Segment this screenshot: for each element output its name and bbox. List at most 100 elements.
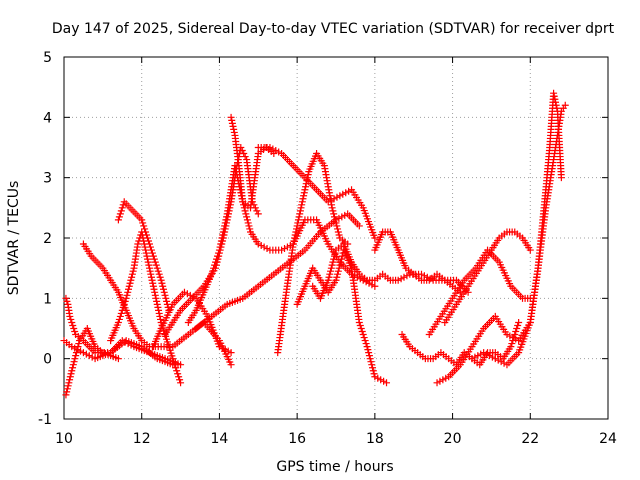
data-point	[356, 321, 364, 329]
data-point	[369, 367, 377, 375]
data-point	[329, 207, 337, 215]
data-point	[464, 288, 472, 296]
data-point	[114, 216, 122, 224]
data-point	[144, 255, 152, 263]
data-point	[552, 101, 560, 109]
data-point	[154, 267, 162, 275]
data-point	[147, 270, 155, 278]
data-point	[115, 213, 123, 221]
data-point	[246, 225, 254, 233]
data-point	[146, 267, 154, 275]
series-arc-k	[254, 144, 379, 242]
data-point	[550, 92, 558, 100]
data-point	[334, 225, 342, 233]
data-point	[141, 243, 149, 251]
data-point	[157, 276, 165, 284]
data-point	[363, 343, 371, 351]
data-point	[142, 249, 150, 257]
data-point	[216, 243, 224, 251]
data-point	[68, 318, 76, 326]
data-point	[355, 222, 363, 230]
series-arc-s	[441, 228, 534, 326]
data-point	[365, 352, 373, 360]
data-point	[329, 258, 337, 266]
data-point	[63, 297, 71, 305]
data-point	[221, 219, 229, 227]
data-point	[228, 116, 236, 124]
y-tick-label: 3	[43, 171, 52, 187]
data-point	[154, 303, 162, 311]
data-point	[297, 204, 305, 212]
data-point	[331, 216, 339, 224]
data-point	[210, 264, 218, 272]
data-point	[355, 318, 363, 326]
data-point	[221, 222, 229, 230]
data-point	[145, 261, 153, 269]
y-axis-label: SDTVAR / TECUs	[6, 181, 22, 296]
data-point	[383, 379, 391, 387]
data-point	[63, 388, 71, 396]
data-point	[227, 113, 235, 121]
series-arc-m	[274, 150, 352, 357]
data-point	[301, 186, 309, 194]
series-arc-n	[293, 246, 391, 387]
data-point	[300, 189, 308, 197]
data-point	[296, 207, 304, 215]
data-point	[360, 334, 368, 342]
y-tick-label: 1	[43, 291, 52, 307]
data-point	[243, 216, 251, 224]
data-point	[151, 288, 159, 296]
series-arc-u	[468, 89, 565, 369]
series-arc-f	[107, 228, 185, 387]
data-point	[335, 264, 343, 272]
data-point	[368, 361, 376, 369]
data-point	[171, 361, 179, 369]
data-point	[173, 367, 181, 375]
data-point	[357, 325, 365, 332]
data-point	[215, 246, 223, 254]
data-point	[63, 385, 71, 393]
data-point	[117, 207, 125, 215]
data-point	[331, 249, 339, 257]
data-point	[140, 240, 148, 248]
data-point	[328, 261, 336, 269]
data-point	[304, 174, 312, 182]
data-point	[334, 267, 342, 275]
data-point	[515, 318, 523, 326]
data-point	[140, 237, 148, 245]
data-point	[217, 237, 225, 245]
data-point	[244, 219, 252, 227]
data-point	[294, 216, 302, 224]
series-arc-c	[62, 294, 177, 369]
data-point	[209, 267, 217, 275]
data-point	[362, 340, 370, 348]
data-point	[153, 300, 161, 308]
data-point	[120, 300, 128, 308]
y-tick-label: 0	[43, 352, 52, 368]
data-point	[240, 204, 248, 212]
data-point	[223, 213, 231, 221]
data-point	[147, 273, 155, 281]
data-point	[299, 195, 307, 203]
data-point	[151, 258, 159, 266]
chart-title: Day 147 of 2025, Sidereal Day-to-day VTE…	[52, 21, 615, 37]
data-point	[212, 258, 220, 266]
data-point	[161, 291, 169, 299]
data-point	[371, 234, 379, 242]
data-point	[149, 282, 157, 290]
data-point	[123, 291, 131, 299]
data-point	[513, 325, 521, 332]
data-point	[514, 321, 522, 329]
data-point	[227, 349, 235, 357]
data-point	[551, 95, 559, 103]
data-point	[66, 376, 74, 384]
data-point	[122, 294, 130, 302]
data-point	[163, 297, 171, 305]
data-point	[330, 210, 338, 218]
data-point	[155, 306, 163, 314]
data-point	[129, 267, 137, 275]
data-point	[162, 294, 170, 302]
data-point	[156, 315, 164, 323]
data-point	[330, 213, 338, 221]
data-point	[126, 279, 134, 287]
